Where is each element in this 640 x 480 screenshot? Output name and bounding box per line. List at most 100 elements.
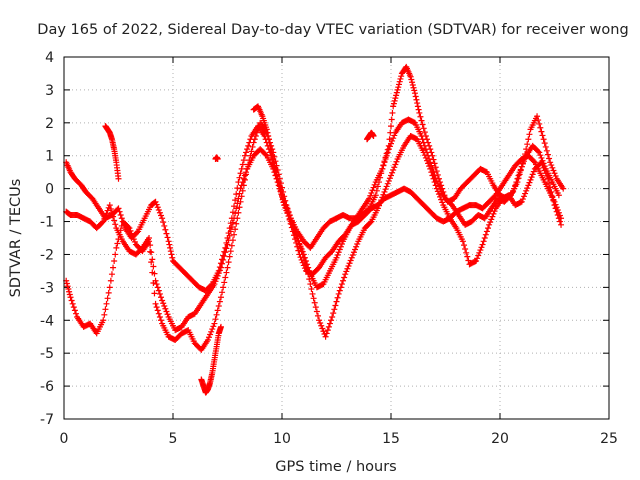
data-point [130,236,137,243]
data-point [425,139,432,146]
data-point [381,158,388,165]
data-point [433,168,440,175]
data-point [232,197,239,204]
data-point [338,241,345,248]
data-point [335,249,342,256]
data-point [482,231,489,238]
data-point [65,286,72,293]
data-point [152,300,159,307]
data-point [522,151,529,158]
data-point [288,221,295,228]
data-point [282,204,289,211]
data-point [333,298,340,305]
data-point [337,284,344,291]
data-point [348,254,355,261]
data-point [548,162,555,169]
data-point [490,210,497,217]
data-point [273,169,280,176]
data-point [105,289,112,296]
data-point [116,208,123,215]
data-point [245,161,252,168]
data-point [551,170,558,177]
y-axis-label: SDTVAR / TECUs [8,179,24,298]
data-point [506,193,513,200]
data-point [220,256,227,263]
data-point [558,221,565,228]
data-point [430,175,437,182]
data-point [148,259,155,266]
data-point [162,226,169,233]
data-point [263,126,270,133]
data-point [382,154,389,161]
data-point [104,295,111,302]
x-tick-label: 10 [273,431,291,447]
data-point [147,248,154,255]
x-axis-label: GPS time / hours [275,459,396,475]
data-point [380,191,387,198]
y-tick-label: -4 [40,313,54,329]
data-point [226,232,233,239]
data-point [438,182,445,189]
data-point [149,256,156,263]
data-point [386,136,393,143]
data-point [391,132,398,139]
data-point [474,255,481,262]
data-point [164,311,171,318]
data-point [542,143,549,150]
data-point [525,182,532,189]
data-point [273,172,280,179]
data-point [427,146,434,153]
data-point [278,191,285,198]
data-point [239,161,246,168]
data-point [154,204,161,211]
data-point [421,152,428,159]
data-point [314,312,321,319]
data-point [104,207,111,214]
data-point [332,302,339,309]
data-point [283,207,290,214]
data-point [134,229,141,236]
data-point [126,225,133,232]
data-point [117,211,124,218]
data-point [353,243,360,250]
data-point [213,275,220,282]
data-point [159,297,166,304]
data-point [118,222,125,229]
data-point [440,188,447,195]
data-point [284,210,291,217]
data-point [527,176,534,183]
data-point [395,81,402,88]
data-point [115,205,122,212]
data-point [253,129,260,136]
data-point [66,288,73,295]
data-point [373,187,380,194]
data-point [409,79,416,86]
data-point [70,304,77,311]
data-point [276,185,283,192]
data-point [163,230,170,237]
data-point [439,185,446,192]
data-point [438,196,445,203]
data-point [441,192,448,199]
data-point [223,245,230,252]
x-tick-label: 15 [382,431,400,447]
data-point [515,175,522,182]
data-point [155,207,162,214]
data-point [379,165,386,172]
data-point [240,175,247,182]
data-point [264,129,271,136]
data-point [146,238,153,245]
data-point [367,192,374,199]
data-point [523,187,530,194]
data-point [491,208,498,215]
data-point [114,240,121,247]
data-point [103,300,110,307]
data-point [432,182,439,189]
data-point [326,320,333,327]
data-point [365,206,372,213]
data-point [299,248,306,255]
data-point [287,218,294,225]
data-point [309,290,316,297]
data-point [337,243,344,250]
data-point [328,317,335,324]
